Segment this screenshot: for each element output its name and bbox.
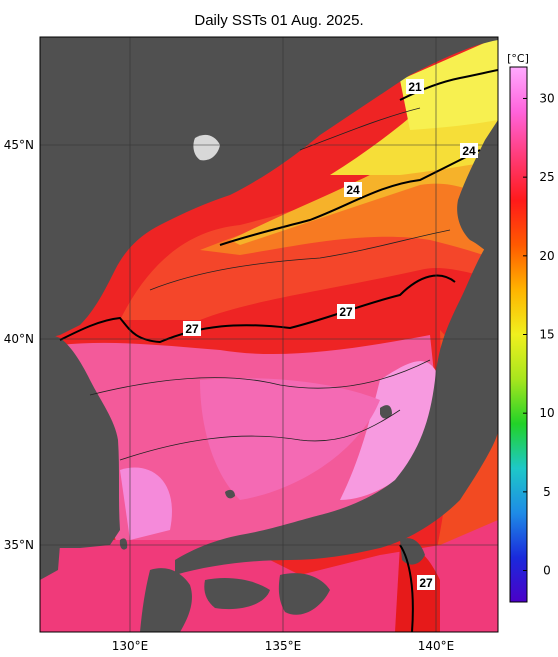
colorbar-tick-label: 30 [539,91,554,105]
contour-label-27-a: 27 [183,321,201,336]
colorbar-tick-label: 0 [543,564,551,578]
pink-region-south [120,467,172,540]
map-border [39,36,499,633]
land-honshu [175,230,498,575]
land-shikoku [204,578,270,610]
land-tsushima [119,538,128,550]
lon-label-140: 140°E [418,639,455,653]
contour-thin-1 [149,229,451,291]
colorbar-ticks: 30 25 20 15 10 5 0 [523,91,555,578]
lake-khanka [193,134,220,161]
land-kyushu [140,568,192,632]
contour-label-21: 21 [406,79,424,94]
pink-region-center [200,378,380,500]
colorbar-tick-label: 10 [539,406,554,420]
contour-thin-2 [89,359,431,396]
land-korea [40,330,120,548]
contour-label-27-b: 27 [337,304,355,319]
contour-label-24-a: 24 [460,143,478,158]
svg-text:24: 24 [346,183,360,197]
pale-yellow-north [400,37,498,130]
contour-label-27-c: 27 [417,575,435,590]
map-title: Daily SSTs 01 Aug. 2025. [194,12,364,29]
lat-label-35: 35°N [4,538,34,552]
land-kii [278,573,330,615]
lon-label-135: 135°E [265,639,302,653]
colorbar-tick-label: 20 [539,249,554,263]
land-russia [40,37,498,340]
contour-27-south [399,544,414,632]
contour-27-line [59,274,456,344]
yellow-north [330,45,498,175]
contour-label-21-text: 21 [408,80,422,94]
svg-text:27: 27 [419,576,433,590]
contour-label-24-b: 24 [344,182,362,197]
svg-text:24: 24 [462,144,476,158]
grid-lines [40,37,498,632]
colorbar-tick-label: 15 [539,328,554,342]
colorbar: [°C] 30 25 20 15 10 5 0 [507,52,555,603]
colorbar-tick-label: 25 [539,170,554,184]
land-oki [225,489,235,499]
land-china-sw [40,545,60,580]
lon-label-130: 130°E [112,639,149,653]
colorbar-tick-label: 5 [543,485,551,499]
land-hokkaido [457,120,498,260]
map-area [40,37,498,632]
lat-label-45: 45°N [4,138,34,152]
contour-24-line [219,149,481,246]
contour-thin-3 [119,409,401,461]
colorbar-unit: [°C] [507,52,529,65]
svg-text:27: 27 [185,322,199,336]
land-sado [380,405,392,419]
lat-label-40: 40°N [4,332,34,346]
svg-text:27: 27 [339,305,353,319]
pink-region-east [340,361,440,500]
